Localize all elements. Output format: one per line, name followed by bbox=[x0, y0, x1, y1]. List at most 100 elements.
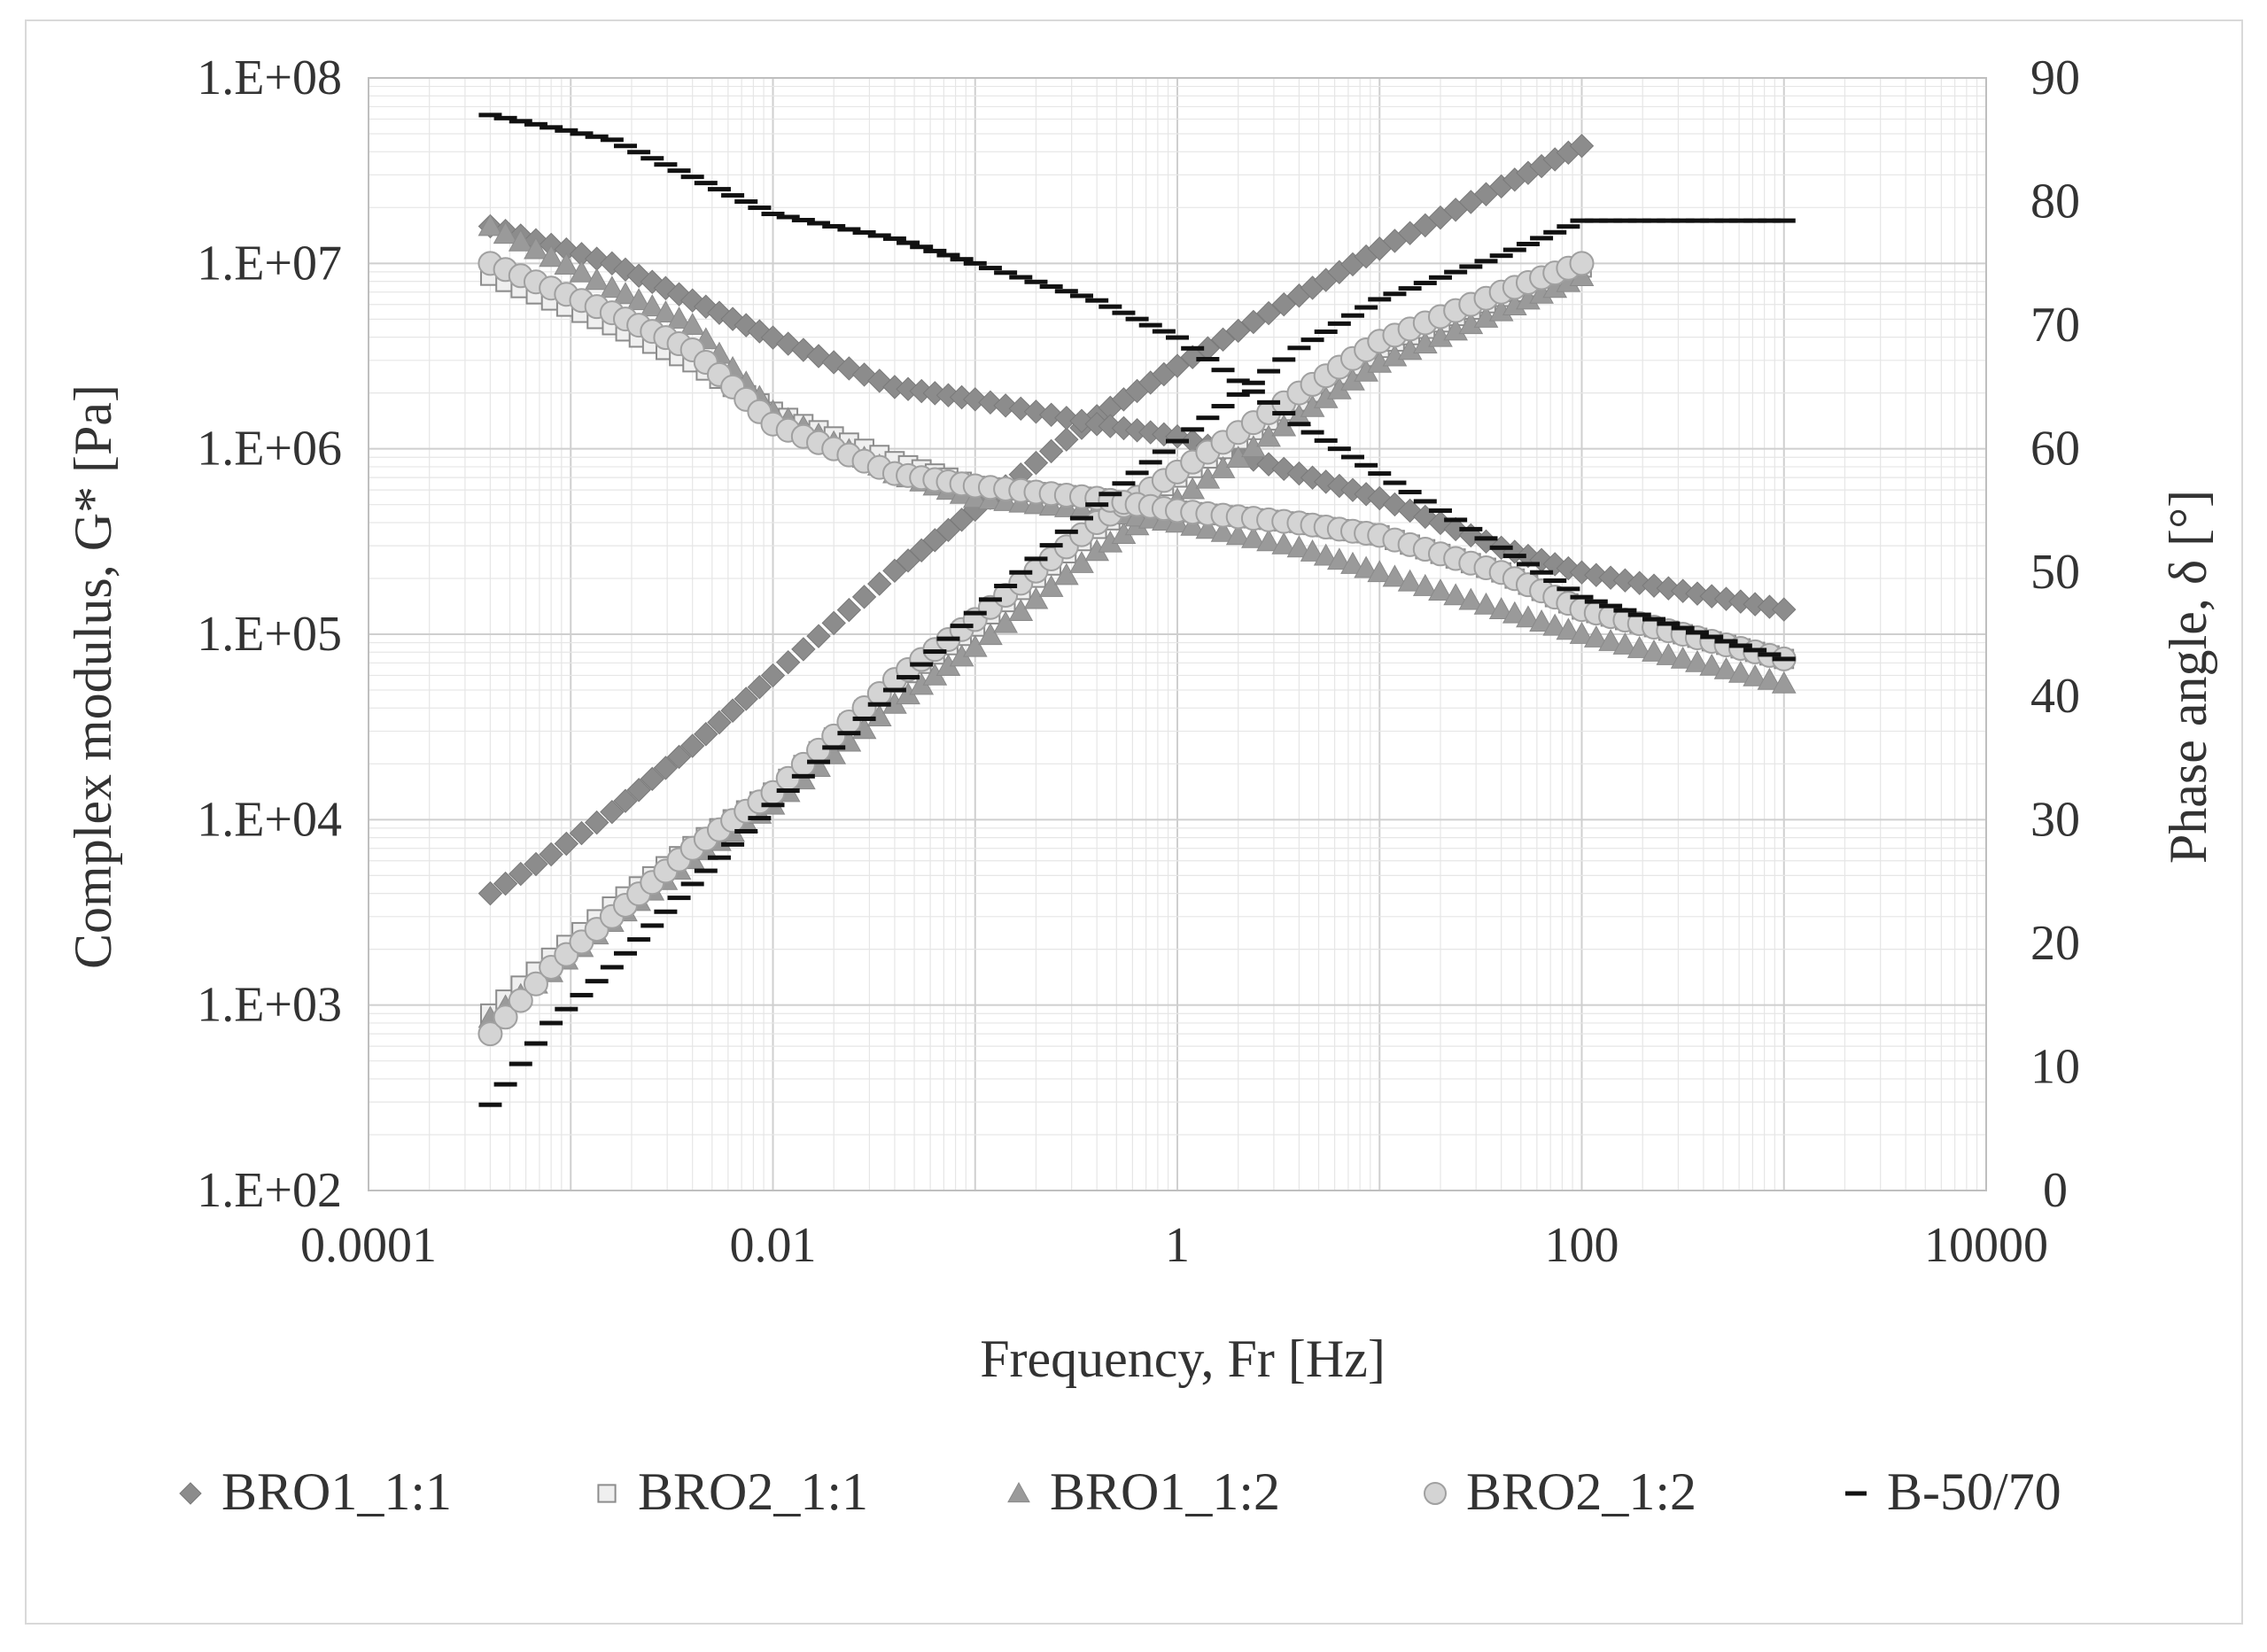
complex-modulus-point bbox=[707, 710, 732, 735]
complex-modulus-point bbox=[734, 686, 758, 711]
complex-modulus-point bbox=[1165, 353, 1190, 378]
complex-modulus-point bbox=[1685, 218, 1709, 223]
phase-angle-point bbox=[748, 206, 772, 211]
chart-svg: 0.0001 0.01 1 100 100001.E+021.E+031.E+041.E… bbox=[64, 50, 2217, 1521]
phase-angle-point bbox=[1225, 523, 1251, 546]
complex-modulus-point bbox=[1543, 229, 1567, 235]
complex-modulus-point bbox=[1180, 345, 1205, 369]
phase-angle-point bbox=[1583, 624, 1609, 648]
y-right-tick-label: 90 bbox=[2030, 50, 2080, 105]
complex-modulus-point bbox=[776, 788, 800, 794]
complex-modulus-point bbox=[1039, 543, 1063, 548]
plot-area bbox=[368, 77, 1987, 1191]
phase-angle-point bbox=[1428, 578, 1453, 601]
complex-modulus-point bbox=[760, 663, 786, 688]
phase-angle-point bbox=[524, 237, 548, 260]
complex-modulus-point bbox=[1241, 309, 1266, 335]
phase-angle-point bbox=[1039, 284, 1063, 289]
phase-angle-point bbox=[1286, 535, 1312, 558]
phase-angle-point bbox=[1502, 601, 1527, 624]
complex-modulus-point bbox=[1125, 470, 1149, 476]
phase-angle-point bbox=[1459, 526, 1483, 531]
phase-angle-point bbox=[1727, 660, 1753, 683]
phase-angle-point bbox=[1166, 335, 1189, 340]
legend-marker bbox=[179, 1482, 202, 1505]
phase-angle-point bbox=[1181, 345, 1205, 351]
y-right-tick-label: 20 bbox=[2030, 916, 2080, 971]
series-BRO1_1:1 bbox=[477, 134, 1797, 906]
complex-modulus-point bbox=[775, 649, 801, 675]
complex-modulus-point bbox=[627, 937, 651, 942]
phase-angle-point bbox=[1112, 310, 1136, 315]
complex-modulus-point bbox=[1700, 218, 1724, 223]
complex-modulus-point bbox=[1355, 305, 1378, 310]
legend-marker bbox=[1845, 1491, 1867, 1496]
phase-angle-point bbox=[1502, 554, 1526, 559]
phase-angle-point bbox=[1069, 293, 1093, 299]
complex-modulus-point bbox=[734, 828, 758, 834]
complex-modulus-point bbox=[1516, 241, 1540, 246]
legend-label: BRO1_1:2 bbox=[1050, 1462, 1280, 1521]
complex-modulus-point bbox=[585, 979, 609, 984]
phase-angle-point bbox=[1714, 639, 1738, 644]
complex-modulus-point bbox=[1557, 224, 1580, 229]
complex-modulus-point bbox=[1728, 218, 1752, 223]
complex-modulus-point bbox=[837, 731, 861, 736]
legend-label: BRO2_1:1 bbox=[638, 1462, 868, 1521]
y-left-tick-label: 1.E+02 bbox=[197, 1163, 342, 1218]
x-axis-title: Frequency, Fr [Hz] bbox=[980, 1330, 1386, 1388]
x-tick-label: 10000 bbox=[1924, 1218, 2048, 1273]
phase-angle-point bbox=[1772, 597, 1797, 622]
complex-modulus-point bbox=[1138, 460, 1162, 465]
phase-angle-point bbox=[554, 252, 579, 275]
complex-modulus-point bbox=[1181, 427, 1205, 432]
complex-modulus-point bbox=[1023, 586, 1049, 609]
phase-angle-point bbox=[493, 221, 518, 244]
complex-modulus-point bbox=[1196, 415, 1220, 421]
phase-angle-point bbox=[1473, 592, 1499, 615]
phase-angle-point bbox=[1382, 564, 1408, 587]
complex-modulus-point bbox=[600, 965, 624, 970]
phase-angle-point bbox=[1355, 462, 1378, 468]
phase-angle-point bbox=[1196, 356, 1220, 361]
complex-modulus-point bbox=[978, 597, 1002, 602]
phase-angle-point bbox=[1488, 597, 1514, 619]
complex-modulus-point bbox=[1584, 218, 1608, 223]
phase-angle-point bbox=[1458, 587, 1484, 610]
series-B-50/70 bbox=[478, 112, 1796, 1107]
x-tick-label: 0.01 bbox=[730, 1218, 817, 1273]
y-left-tick-label: 1.E+06 bbox=[197, 422, 342, 477]
y-axis-right-title: Phase angle, δ [°] bbox=[2159, 490, 2217, 864]
phase-angle-point bbox=[936, 252, 960, 258]
complex-modulus-point bbox=[1008, 599, 1034, 622]
y-left-tick-label: 1.E+03 bbox=[197, 978, 342, 1033]
complex-modulus-point bbox=[679, 733, 705, 758]
legend-item: BRO2_1:2 bbox=[1424, 1462, 1696, 1521]
phase-angle-point bbox=[910, 244, 934, 250]
phase-angle-point bbox=[1598, 628, 1623, 651]
legend-item: BRO2_1:1 bbox=[597, 1462, 868, 1521]
complex-modulus-point bbox=[477, 880, 503, 906]
phase-angle-point bbox=[837, 227, 861, 232]
phase-angle-point bbox=[1443, 583, 1468, 606]
legend-item: B-50/70 bbox=[1845, 1462, 2061, 1521]
phase-angle-point bbox=[524, 121, 547, 127]
phase-angle-point bbox=[599, 275, 625, 299]
phase-angle-point bbox=[1516, 605, 1541, 628]
complex-modulus-point bbox=[851, 585, 877, 609]
series-layer bbox=[477, 112, 1797, 1107]
phase-angle-point bbox=[1713, 656, 1739, 679]
phase-angle-point bbox=[1397, 569, 1423, 592]
y-right-tick-label: 80 bbox=[2030, 175, 2080, 229]
complex-modulus-point bbox=[1474, 259, 1498, 264]
legend-marker bbox=[597, 1484, 617, 1503]
complex-modulus-point bbox=[720, 698, 745, 723]
complex-modulus-point bbox=[1038, 438, 1064, 464]
phase-angle-point bbox=[667, 168, 691, 174]
complex-modulus-point bbox=[867, 702, 891, 707]
complex-modulus-point bbox=[791, 637, 816, 662]
complex-modulus-point bbox=[1502, 247, 1526, 252]
phase-angle-point bbox=[641, 156, 664, 161]
complex-modulus-point bbox=[1226, 318, 1251, 344]
complex-modulus-point bbox=[1300, 337, 1324, 343]
